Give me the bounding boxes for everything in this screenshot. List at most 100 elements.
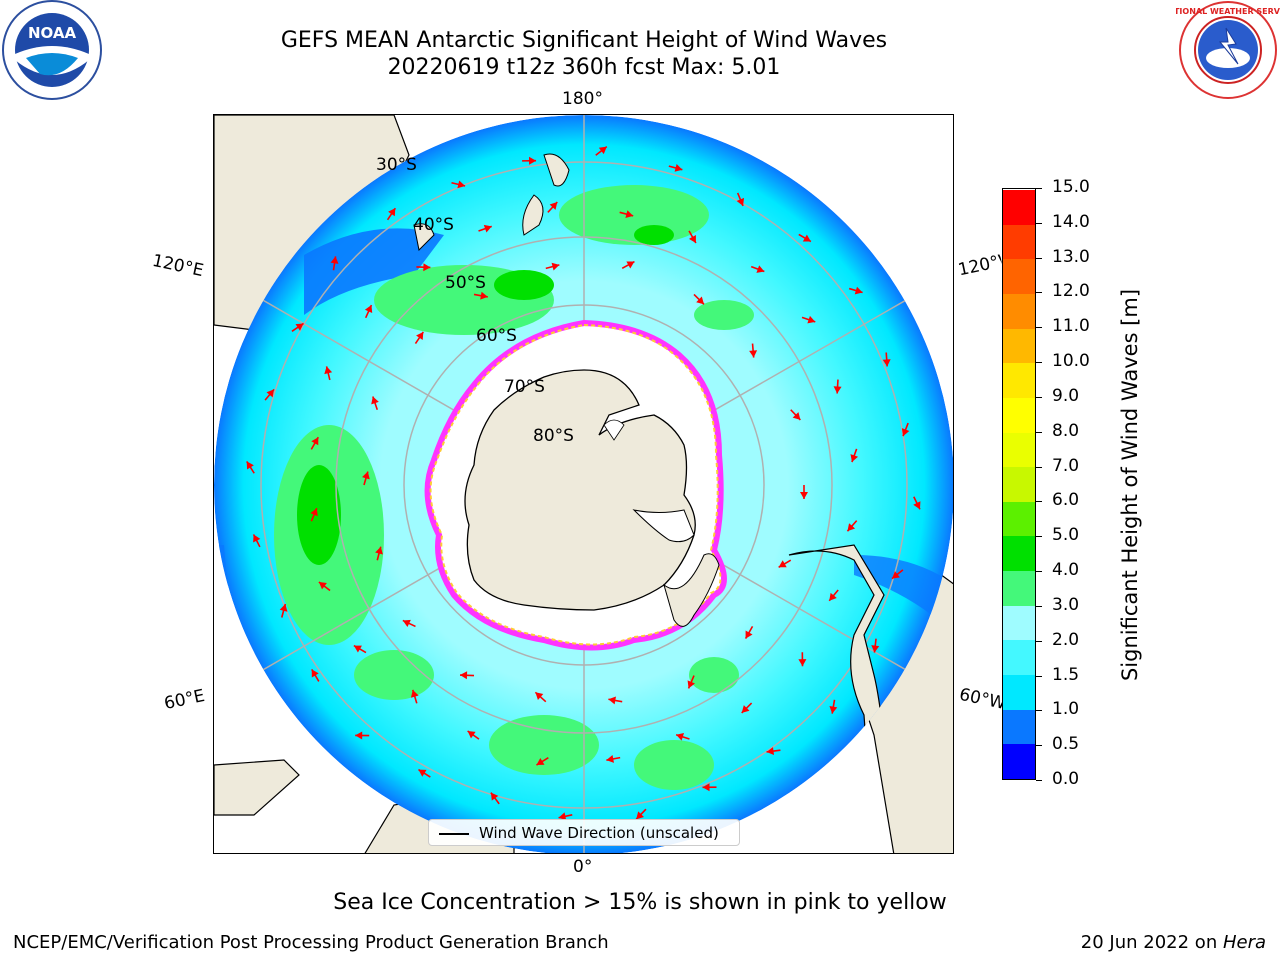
wind-wave-arrow-head [778,560,787,568]
colorbar-tick [1036,327,1042,329]
nws-logo: NATIONAL WEATHER SERVICE [1176,1,1280,99]
colorbar-tick [1036,536,1042,538]
colorbar-segment [1003,328,1035,364]
colorbar-tick [1036,710,1042,712]
wind-wave-arrow-head [418,769,427,777]
wind-wave-arrow-head [311,437,319,446]
wind-wave-arrow-head [355,731,363,740]
wind-wave-arrow-head [766,747,775,756]
colorbar-segment [1003,535,1035,572]
wind-wave-arrow-head [311,669,319,678]
footer-credit: NCEP/EMC/Verification Post Processing Pr… [13,932,609,953]
colorbar-tick-label: 13.0 [1052,246,1090,267]
colorbar-segment [1003,293,1035,329]
wind-wave-arrow-head [792,412,801,420]
colorbar-tick [1036,396,1042,398]
colorbar-segment [1003,432,1035,468]
wave-height-4-5m [297,225,674,565]
colorbar-tick-label: 0.5 [1052,734,1080,755]
wind-wave-arrow-head [536,757,545,766]
wind-wave-arrow-head [310,508,318,517]
wind-wave-arrow-head [674,164,683,172]
wind-wave-arrow-head [279,603,288,612]
colorbar-segment [1003,501,1035,537]
legend-label: Wind Wave Direction (unscaled) [479,824,719,842]
wind-wave-arrow-head [490,792,499,801]
lat-label-60s: 60°S [476,326,517,346]
wind-wave-arrow-head [741,705,750,713]
colorbar-segment [1003,709,1035,745]
wind-wave-arrow-head [549,202,558,210]
wind-wave-arrow-head [800,492,808,499]
wind-wave-arrow-head [688,234,696,244]
wind-wave-arrow-head [901,428,910,437]
colorbar-tick-label: 11.0 [1052,316,1090,337]
wind-wave-arrow-head [551,262,560,271]
colorbar-tick-label: 7.0 [1052,455,1080,476]
wind-wave-arrow-head [388,208,396,217]
wind-wave-arrow-head [457,180,466,189]
lat-label-80s: 80°S [533,426,574,446]
noaa-logo: NOAA [2,0,102,100]
sea-ice-note: Sea Ice Concentration > 15% is shown in … [333,890,947,915]
lon-label-120e: 120°E [150,250,206,282]
wind-wave-arrow-head [460,671,468,680]
wind-wave-arrow-head [266,389,275,398]
colorbar-segment [1003,466,1035,502]
chart-subtitle: 20220619 t12z 360h fcst Max: 5.01 [387,55,781,80]
wind-wave-arrow-head [829,592,837,601]
legend-line-sample [439,833,469,835]
colorbar-tick-label: 0.0 [1052,769,1080,789]
colorbar-segment [1003,743,1035,779]
wind-wave-arrow-head [626,261,635,269]
colorbar-tick [1036,745,1042,747]
wind-wave-arrow-head [745,630,753,639]
wind-wave-arrow-head [467,731,476,739]
colorbar-tick-label: 4.0 [1052,560,1080,581]
wind-wave-arrow-head [402,619,411,628]
colorbar-tick [1036,780,1042,781]
colorbar-tick [1036,466,1042,468]
antarctica [464,369,696,611]
wind-wave-arrow-head [871,645,880,653]
wind-wave-arrow-head [375,546,383,555]
colorbar-tick-label: 14.0 [1052,211,1090,232]
wind-wave-arrow-head [850,454,859,463]
colorbar-tick [1036,431,1042,433]
wind-wave-arrow-head [410,689,419,698]
colorbar-tick-label: 12.0 [1052,281,1090,302]
noaa-logo-text: NOAA [28,24,77,42]
wind-wave-arrow-head [702,783,710,792]
colorbar-segment [1003,570,1035,606]
colorbar-tick [1036,188,1042,189]
colorbar [1002,188,1036,780]
wind-wave-arrow-head [535,692,544,700]
colorbar-segment [1003,224,1035,260]
polar-map-canvas: 30°S 40°S 50°S 60°S 70°S 80°S [214,115,953,853]
lat-label-50s: 50°S [445,273,486,293]
footer-host: Hera [1222,932,1266,953]
wind-wave-arrow-head [882,359,891,367]
wind-wave-arrow-head [854,286,863,295]
wind-wave-arrow-head [318,581,327,590]
colorbar-segment [1003,674,1035,710]
lat-label-40s: 40°S [413,215,454,235]
wind-wave-arrow-head [529,156,537,165]
wind-wave-arrows [246,146,921,821]
lon-label-60e: 60°E [162,685,207,715]
wind-wave-arrow-head [847,523,856,532]
lon-label-120w: 120°W [956,251,1004,281]
colorbar-tick-label: 10.0 [1052,351,1090,372]
wind-wave-arrow-head [676,733,684,741]
footer-date: 20 Jun 2022 on Hera [1081,932,1266,953]
colorbar-tick-label: 1.0 [1052,699,1080,720]
colorbar-segment [1003,605,1035,641]
colorbar-segment [1003,362,1035,398]
colorbar-tick [1036,605,1042,607]
wind-wave-arrow-head [483,224,492,233]
wind-wave-arrow-head [756,265,765,273]
wind-wave-arrow-head [295,323,304,331]
wind-wave-arrow-head [798,659,807,667]
wind-wave-arrow-head [598,146,607,155]
lon-label-60w: 60°W [957,684,1005,714]
